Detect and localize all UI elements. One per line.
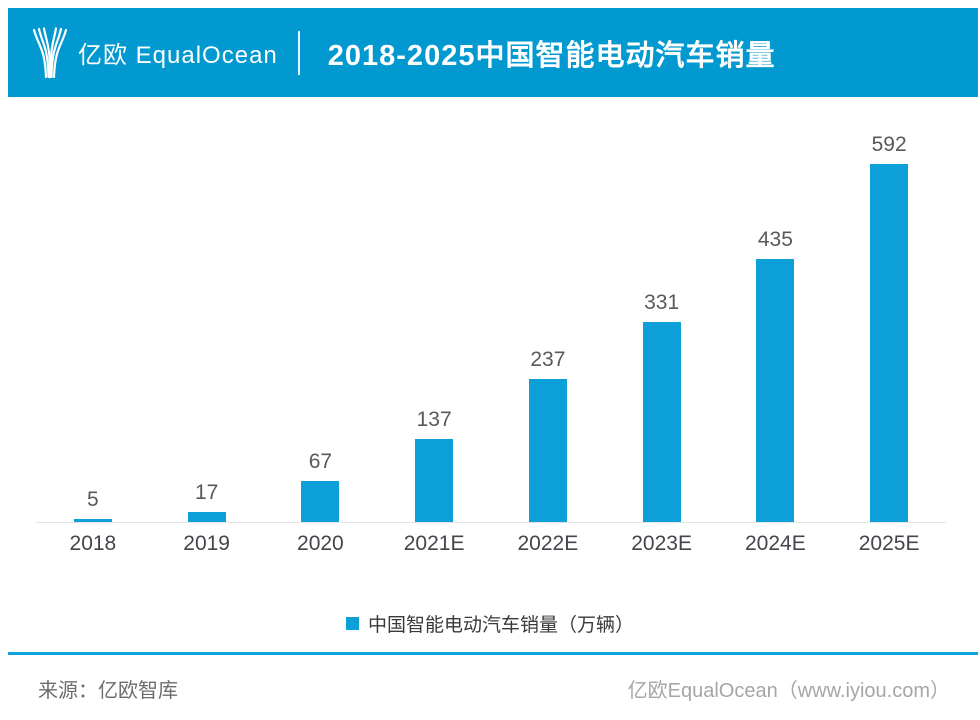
- x-tick-label: 2020: [297, 532, 344, 555]
- x-tick-label: 2021E: [403, 532, 465, 555]
- header-band: 亿欧 EqualOcean 2018-2025中国智能电动汽车销量: [8, 8, 978, 97]
- x-tick-label: 2024E: [745, 532, 806, 555]
- bar: [756, 259, 795, 522]
- bar-value-label: 5: [87, 488, 99, 511]
- bar-column: 435: [719, 228, 833, 522]
- bar-value-label: 17: [194, 481, 219, 504]
- chart-title: 2018-2025中国智能电动汽车销量: [327, 39, 776, 72]
- bar-value-label: 237: [530, 348, 566, 371]
- bar-column: 592: [832, 133, 946, 522]
- bar-column: 67: [264, 450, 378, 522]
- bar: [415, 439, 454, 522]
- x-tick-label: 2025E: [858, 532, 920, 555]
- x-tick-label: 2018: [69, 532, 117, 555]
- x-axis-labels: 2018 2019 2020 2021E 2022E 2023E 2024E 2025E: [36, 532, 946, 556]
- plot-area: 5 17 67 137 237 331 435 592: [36, 122, 946, 523]
- bar: [301, 481, 340, 522]
- bar-value-label: 67: [308, 450, 333, 473]
- header-divider: [297, 30, 300, 75]
- bar-column: 331: [605, 291, 719, 522]
- x-tick-label: 2019: [183, 532, 230, 555]
- bar: [870, 164, 909, 522]
- bar-value-label: 592: [871, 133, 907, 156]
- footer: 来源：亿欧智库 亿欧EqualOcean（www.iyiou.com）: [38, 674, 950, 703]
- bar-value-label: 435: [757, 228, 793, 251]
- site-label: 亿欧EqualOcean（www.iyiou.com）: [627, 680, 950, 702]
- footer-divider-line: [8, 652, 978, 655]
- source-label: 来源：亿欧智库: [38, 680, 178, 702]
- bar-value-label: 331: [644, 291, 680, 314]
- bar-column: 17: [150, 481, 264, 522]
- bar-value-label: 137: [416, 408, 452, 431]
- equalocean-y-icon: [30, 26, 70, 80]
- x-tick-label: 2023E: [631, 532, 692, 555]
- bar: [642, 322, 681, 522]
- bar: [528, 379, 567, 522]
- legend-swatch: [345, 617, 359, 630]
- bar-column: 137: [377, 408, 491, 522]
- legend-label: 中国智能电动汽车销量（万辆）: [367, 615, 634, 636]
- equalocean-logo: 亿欧 EqualOcean: [30, 26, 278, 80]
- bar: [187, 512, 226, 522]
- logo-wordmark: 亿欧 EqualOcean: [78, 42, 278, 69]
- bar: [73, 519, 112, 522]
- x-tick-label: 2022E: [517, 532, 579, 555]
- bar-column: 237: [491, 348, 605, 522]
- bar-column: 5: [36, 488, 150, 522]
- legend: 中国智能电动汽车销量（万辆）: [0, 610, 980, 637]
